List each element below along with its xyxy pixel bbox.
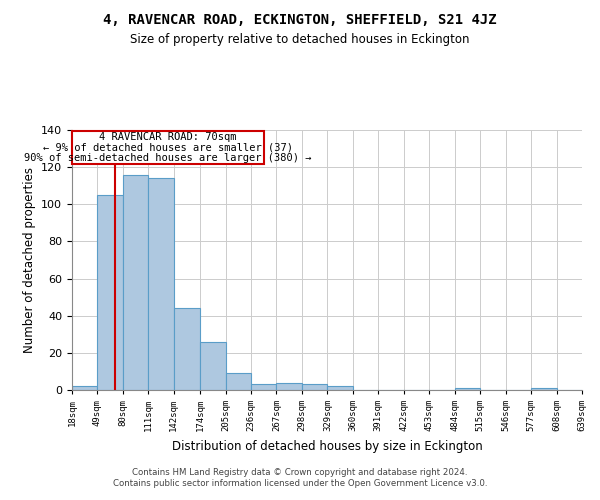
Bar — [97, 195, 123, 390]
Text: Contains HM Land Registry data © Crown copyright and database right 2024.
Contai: Contains HM Land Registry data © Crown c… — [113, 468, 487, 487]
Bar — [148, 178, 174, 390]
Bar — [251, 384, 277, 390]
Y-axis label: Number of detached properties: Number of detached properties — [23, 167, 35, 353]
X-axis label: Distribution of detached houses by size in Eckington: Distribution of detached houses by size … — [172, 440, 482, 452]
Text: 4 RAVENCAR ROAD: 70sqm: 4 RAVENCAR ROAD: 70sqm — [100, 132, 237, 142]
Bar — [277, 382, 302, 390]
Text: 4, RAVENCAR ROAD, ECKINGTON, SHEFFIELD, S21 4JZ: 4, RAVENCAR ROAD, ECKINGTON, SHEFFIELD, … — [103, 12, 497, 26]
Bar — [328, 386, 353, 390]
Text: ← 9% of detached houses are smaller (37): ← 9% of detached houses are smaller (37) — [43, 142, 293, 152]
Text: 90% of semi-detached houses are larger (380) →: 90% of semi-detached houses are larger (… — [25, 153, 312, 163]
Bar — [72, 386, 97, 390]
Bar — [123, 174, 148, 390]
Bar — [455, 388, 480, 390]
Bar — [302, 384, 328, 390]
Bar — [226, 374, 251, 390]
Bar — [174, 308, 200, 390]
Text: Size of property relative to detached houses in Eckington: Size of property relative to detached ho… — [130, 32, 470, 46]
FancyBboxPatch shape — [72, 131, 264, 164]
Bar — [200, 342, 226, 390]
Bar — [531, 388, 557, 390]
